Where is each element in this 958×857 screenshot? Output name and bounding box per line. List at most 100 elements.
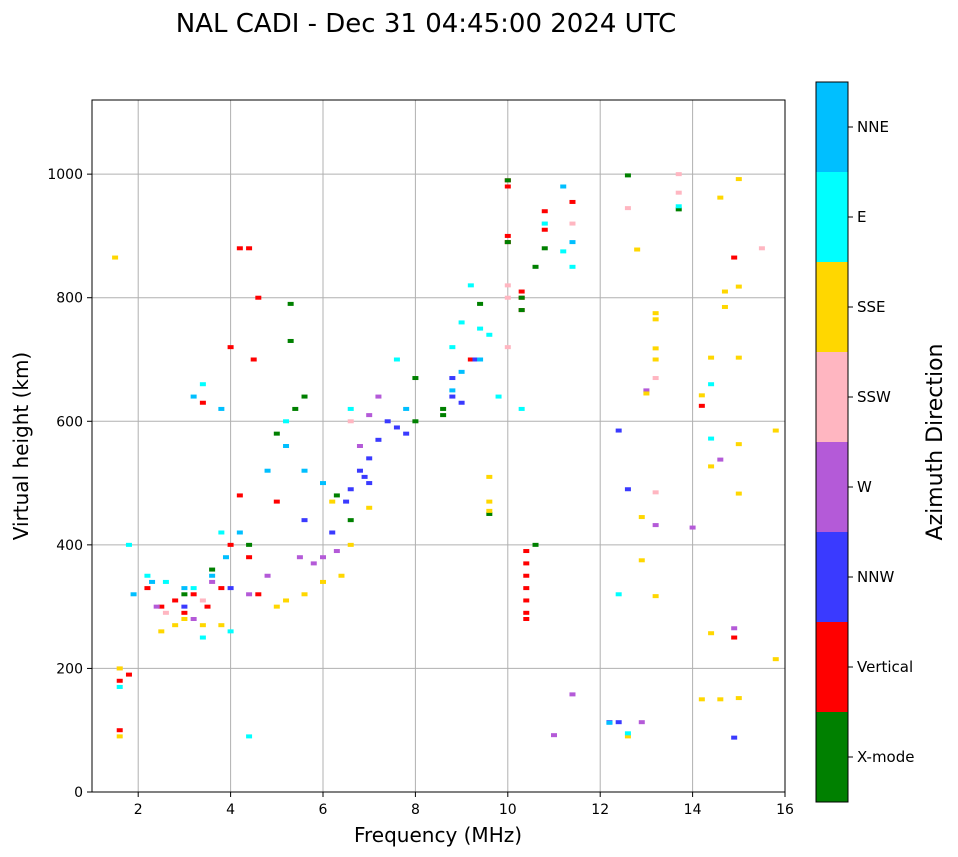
data-point [347, 542, 354, 547]
data-point [218, 530, 225, 535]
data-point [652, 317, 659, 322]
data-point [366, 456, 373, 461]
data-point [772, 428, 779, 433]
data-point [449, 388, 456, 393]
y-tick-label: 600 [56, 414, 83, 430]
data-point [403, 406, 410, 411]
data-point [624, 731, 631, 736]
data-point [190, 394, 197, 399]
colorbar-title: Azimuth Direction [923, 343, 948, 540]
data-point [250, 357, 257, 362]
data-point [518, 308, 525, 313]
data-point [356, 468, 363, 473]
data-point [717, 457, 724, 462]
data-point [333, 549, 340, 554]
data-point [130, 592, 137, 597]
data-point [504, 295, 511, 300]
data-point [643, 388, 650, 393]
data-point [467, 283, 474, 288]
data-point [735, 442, 742, 447]
data-point [116, 678, 123, 683]
data-point [708, 631, 715, 636]
data-point [721, 289, 728, 294]
data-point [375, 437, 382, 442]
data-point [343, 499, 350, 504]
series-nnw [181, 357, 738, 740]
data-point [731, 626, 738, 631]
data-point [675, 190, 682, 195]
y-tick-label: 800 [56, 291, 83, 307]
data-point [190, 592, 197, 597]
x-tick-label: 8 [411, 802, 420, 818]
series-w [153, 388, 738, 738]
colorbar-label: SSW [857, 388, 891, 406]
data-point [731, 635, 738, 640]
data-point [551, 733, 557, 738]
gridlines [92, 100, 786, 793]
data-point [504, 178, 511, 183]
data-point [717, 195, 724, 200]
data-point [624, 206, 631, 211]
data-point [190, 617, 197, 621]
data-point [652, 311, 659, 316]
series-sse [112, 177, 779, 739]
x-axis-label: Frequency (MHz) [354, 823, 522, 847]
data-point [569, 199, 576, 204]
series-x-mode [181, 173, 682, 597]
data-point [125, 672, 132, 677]
data-point [717, 697, 724, 702]
data-point [652, 490, 659, 495]
data-point [181, 604, 188, 609]
x-tick-label: 4 [226, 802, 235, 818]
data-point [283, 419, 290, 424]
x-tick-label: 10 [499, 802, 517, 818]
data-point [310, 561, 317, 566]
data-point [366, 481, 373, 486]
data-point [116, 684, 123, 689]
data-point [301, 468, 308, 473]
data-point [190, 586, 197, 591]
data-point [523, 561, 530, 566]
colorbar-swatch [816, 532, 848, 622]
data-point [638, 515, 645, 520]
data-point [523, 573, 530, 578]
data-point [246, 555, 253, 560]
data-point [384, 419, 391, 424]
data-point [144, 586, 151, 591]
data-point [356, 444, 363, 448]
data-point [449, 376, 456, 381]
data-point [532, 264, 539, 269]
data-point [735, 491, 742, 496]
data-point [246, 734, 253, 739]
data-point [698, 393, 705, 398]
data-point [615, 428, 622, 433]
data-point [486, 499, 493, 504]
data-point [523, 598, 530, 603]
data-point [652, 523, 659, 528]
x-tick-label: 14 [684, 802, 702, 818]
colorbar-label: X-mode [857, 748, 914, 766]
colorbar: NNE E SSE SSW W NNW Vertical X-mode [815, 81, 914, 803]
data-point [347, 487, 354, 492]
data-point [615, 592, 622, 597]
data-point [708, 382, 715, 387]
data-point [721, 304, 728, 309]
data-point [569, 264, 576, 269]
data-point [560, 184, 567, 189]
data-point [236, 493, 243, 498]
data-point [541, 227, 548, 232]
data-point [218, 586, 225, 591]
data-point [523, 610, 530, 615]
data-point [523, 617, 530, 621]
data-point [698, 697, 705, 702]
colorbar-swatch [816, 82, 848, 172]
data-point [227, 345, 234, 350]
data-point [236, 530, 243, 535]
data-point [772, 657, 779, 662]
data-point [172, 623, 179, 628]
x-tick-label: 12 [591, 802, 609, 818]
data-point [486, 511, 493, 516]
x-tick-label: 2 [134, 802, 143, 818]
data-point [199, 598, 206, 603]
data-point [698, 403, 705, 408]
